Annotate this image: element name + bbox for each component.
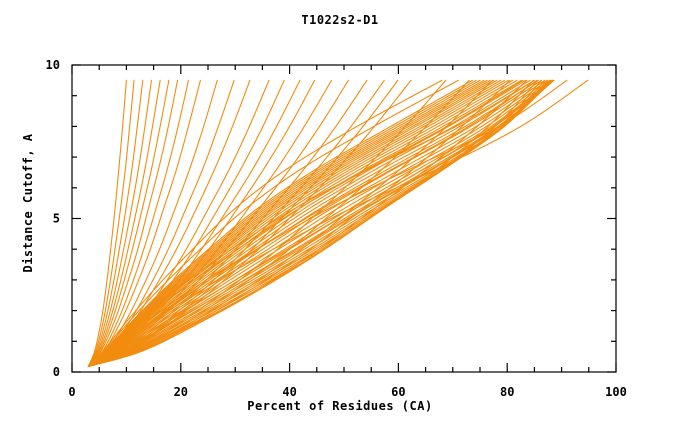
data-curve bbox=[87, 79, 524, 368]
data-curve bbox=[87, 79, 539, 368]
y-tick-label: 0 bbox=[53, 365, 60, 379]
data-curve bbox=[87, 79, 459, 368]
x-tick-label: 100 bbox=[605, 385, 627, 399]
data-curve bbox=[87, 79, 443, 368]
data-curve bbox=[87, 79, 552, 368]
x-tick-label: 60 bbox=[391, 385, 405, 399]
data-curve bbox=[87, 79, 589, 368]
x-axis-label: Percent of Residues (CA) bbox=[247, 399, 433, 413]
data-curve bbox=[87, 79, 535, 368]
data-curves-group bbox=[87, 79, 589, 368]
data-curve bbox=[87, 79, 553, 368]
x-tick-label: 0 bbox=[68, 385, 75, 399]
data-curve bbox=[87, 79, 179, 368]
data-curve bbox=[87, 79, 522, 368]
data-curve bbox=[87, 79, 555, 368]
data-curve bbox=[87, 79, 543, 368]
data-curve bbox=[87, 79, 144, 368]
data-curve bbox=[87, 79, 473, 368]
data-curve bbox=[87, 79, 189, 368]
data-curve bbox=[87, 79, 546, 368]
y-tick-label: 5 bbox=[53, 212, 60, 226]
x-tick-label: 40 bbox=[282, 385, 296, 399]
axes-group bbox=[71, 64, 617, 373]
data-curve bbox=[87, 79, 170, 368]
data-curve bbox=[87, 79, 568, 368]
tick-labels-group: 0 20 40 60 80 100 0 5 10 bbox=[46, 58, 627, 399]
data-curve bbox=[87, 79, 152, 368]
y-axis-label: Distance Cutoff, A bbox=[21, 133, 35, 273]
data-curve bbox=[87, 79, 161, 368]
data-curve bbox=[87, 79, 551, 368]
data-curve bbox=[87, 79, 135, 368]
data-curve bbox=[87, 79, 554, 368]
data-curve bbox=[87, 79, 535, 368]
y-tick-label: 10 bbox=[46, 58, 60, 72]
x-tick-label: 80 bbox=[500, 385, 514, 399]
data-curve bbox=[87, 79, 127, 368]
x-tick-label: 20 bbox=[174, 385, 188, 399]
data-curve bbox=[87, 79, 554, 368]
page-title: T1022s2-D1 bbox=[301, 13, 379, 27]
data-curve bbox=[87, 79, 552, 368]
data-curve bbox=[87, 79, 316, 368]
